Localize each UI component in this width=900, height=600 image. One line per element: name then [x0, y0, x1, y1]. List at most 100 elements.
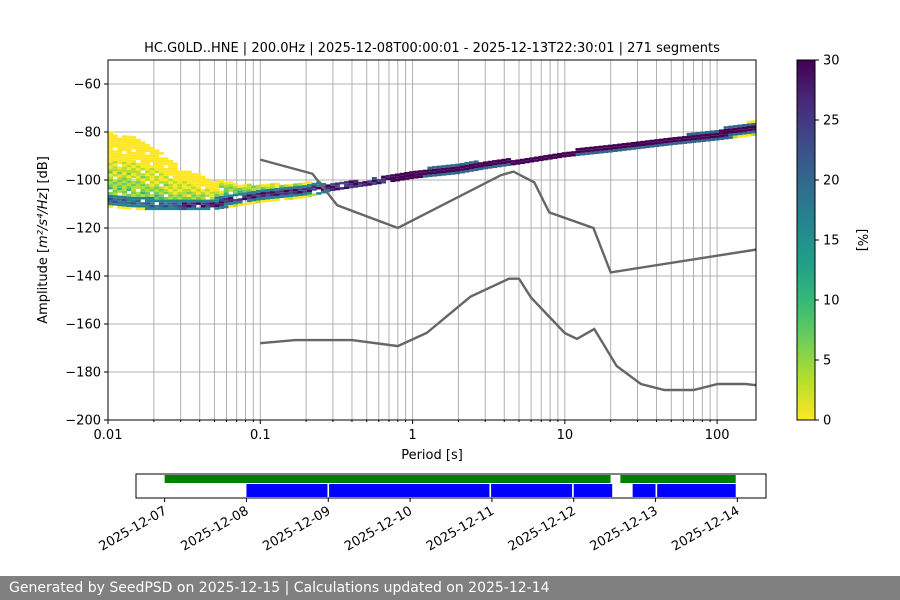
- heatmap-cell: [145, 167, 151, 171]
- heatmap-cell: [108, 178, 114, 182]
- heatmap-cell: [237, 193, 243, 196]
- heatmap-cell: [195, 178, 201, 182]
- heatmap-cell: [158, 196, 164, 200]
- heatmap-cell: [195, 189, 201, 192]
- heatmap-cell: [108, 141, 114, 145]
- heatmap-cell: [626, 147, 632, 151]
- heatmap-cell: [112, 142, 118, 145]
- heatmap-cell: [501, 164, 507, 167]
- heatmap-cell: [723, 134, 729, 137]
- heatmap-cell: [737, 129, 743, 133]
- heatmap-cell: [186, 175, 192, 179]
- heatmap-cell: [140, 202, 146, 205]
- heatmap-cell: [205, 202, 211, 205]
- timeline-date-label: 2025-12-11: [424, 504, 497, 555]
- heatmap-cell: [117, 166, 123, 170]
- heatmap-cell: [228, 197, 234, 200]
- heatmap-cell: [131, 196, 137, 200]
- x-tick-label: 0.01: [94, 428, 123, 443]
- heatmap-cell: [209, 199, 215, 203]
- heatmap-cell: [209, 183, 215, 187]
- heatmap-cell: [191, 194, 197, 197]
- heatmap-cell: [487, 163, 493, 166]
- heatmap-cell: [459, 170, 465, 174]
- heatmap-cell: [121, 156, 127, 159]
- heatmap-cell: [737, 124, 743, 128]
- heatmap-cell: [214, 201, 220, 205]
- heatmap-cell: [200, 196, 206, 200]
- heatmap-cell: [288, 189, 294, 192]
- heatmap-cell: [172, 207, 178, 211]
- heatmap-cell: [112, 174, 118, 177]
- heatmap-cell: [473, 163, 479, 166]
- heatmap-cell: [223, 184, 229, 188]
- heatmap-cell: [186, 173, 192, 176]
- heatmap-cell: [214, 191, 220, 194]
- heatmap-cell: [538, 155, 544, 159]
- heatmap-cell: [320, 182, 326, 186]
- heatmap-cell: [260, 192, 266, 195]
- heatmap-cell: [154, 162, 160, 166]
- heatmap-cell: [108, 176, 114, 179]
- heatmap-cell: [441, 165, 447, 168]
- heatmap-cell: [223, 192, 229, 196]
- heatmap-cell: [126, 167, 132, 170]
- heatmap-cell: [237, 190, 243, 193]
- heatmap-cell: [297, 188, 303, 191]
- heatmap-cell: [270, 196, 276, 199]
- heatmap-cell: [126, 170, 132, 173]
- heatmap-cell: [506, 158, 512, 161]
- heatmap-cell: [575, 148, 581, 151]
- heatmap-cell: [131, 173, 137, 176]
- heatmap-cell: [126, 162, 132, 165]
- heatmap-cell: [154, 207, 160, 211]
- heatmap-cell: [742, 134, 748, 138]
- heatmap-cell: [681, 138, 687, 142]
- heatmap-cell: [140, 181, 146, 184]
- heatmap-cell: [121, 177, 127, 181]
- heatmap-cell: [163, 167, 169, 171]
- heatmap-cell: [478, 162, 484, 165]
- heatmap-cell: [126, 140, 132, 144]
- heatmap-cell: [158, 194, 164, 197]
- heatmap-cell: [621, 143, 627, 146]
- heatmap-cell: [200, 181, 206, 184]
- heatmap-cell: [265, 183, 271, 187]
- heatmap-cell: [149, 149, 155, 153]
- heatmap-cell: [566, 151, 572, 155]
- heatmap-cell: [325, 189, 331, 193]
- y-tick-label: −60: [74, 78, 101, 93]
- heatmap-cell: [260, 197, 266, 200]
- heatmap-cell: [163, 207, 169, 211]
- heatmap-cell: [182, 173, 188, 176]
- heatmap-cell: [473, 168, 479, 171]
- heatmap-cell: [219, 203, 225, 207]
- heatmap-cell: [186, 191, 192, 195]
- heatmap-cell: [246, 191, 252, 195]
- heatmap-cell: [256, 184, 262, 188]
- heatmap-cell: [339, 181, 345, 185]
- heatmap-cell: [145, 194, 151, 197]
- heatmap-cell: [302, 195, 308, 199]
- heatmap-cell: [237, 187, 243, 191]
- heatmap-cell: [108, 160, 114, 164]
- heatmap-cell: [566, 154, 572, 157]
- heatmap-cell: [533, 156, 539, 160]
- heatmap-cell: [112, 171, 118, 174]
- heatmap-cell: [307, 192, 313, 195]
- heatmap-cell: [256, 197, 262, 201]
- heatmap-cell: [728, 136, 734, 139]
- timeline-date-label: 2025-12-14: [669, 504, 742, 555]
- heatmap-cell: [205, 183, 211, 187]
- heatmap-cell: [135, 175, 141, 179]
- heatmap-cell: [279, 192, 285, 196]
- heatmap-cell: [108, 139, 114, 142]
- heatmap-cell: [135, 165, 141, 168]
- heatmap-cell: [270, 188, 276, 192]
- heatmap-cell: [390, 174, 396, 177]
- heatmap-cell: [126, 204, 132, 207]
- heatmap-cell: [538, 158, 544, 162]
- heatmap-cell: [607, 147, 613, 150]
- x-tick-label: 0.1: [250, 428, 271, 443]
- heatmap-cell: [154, 152, 160, 155]
